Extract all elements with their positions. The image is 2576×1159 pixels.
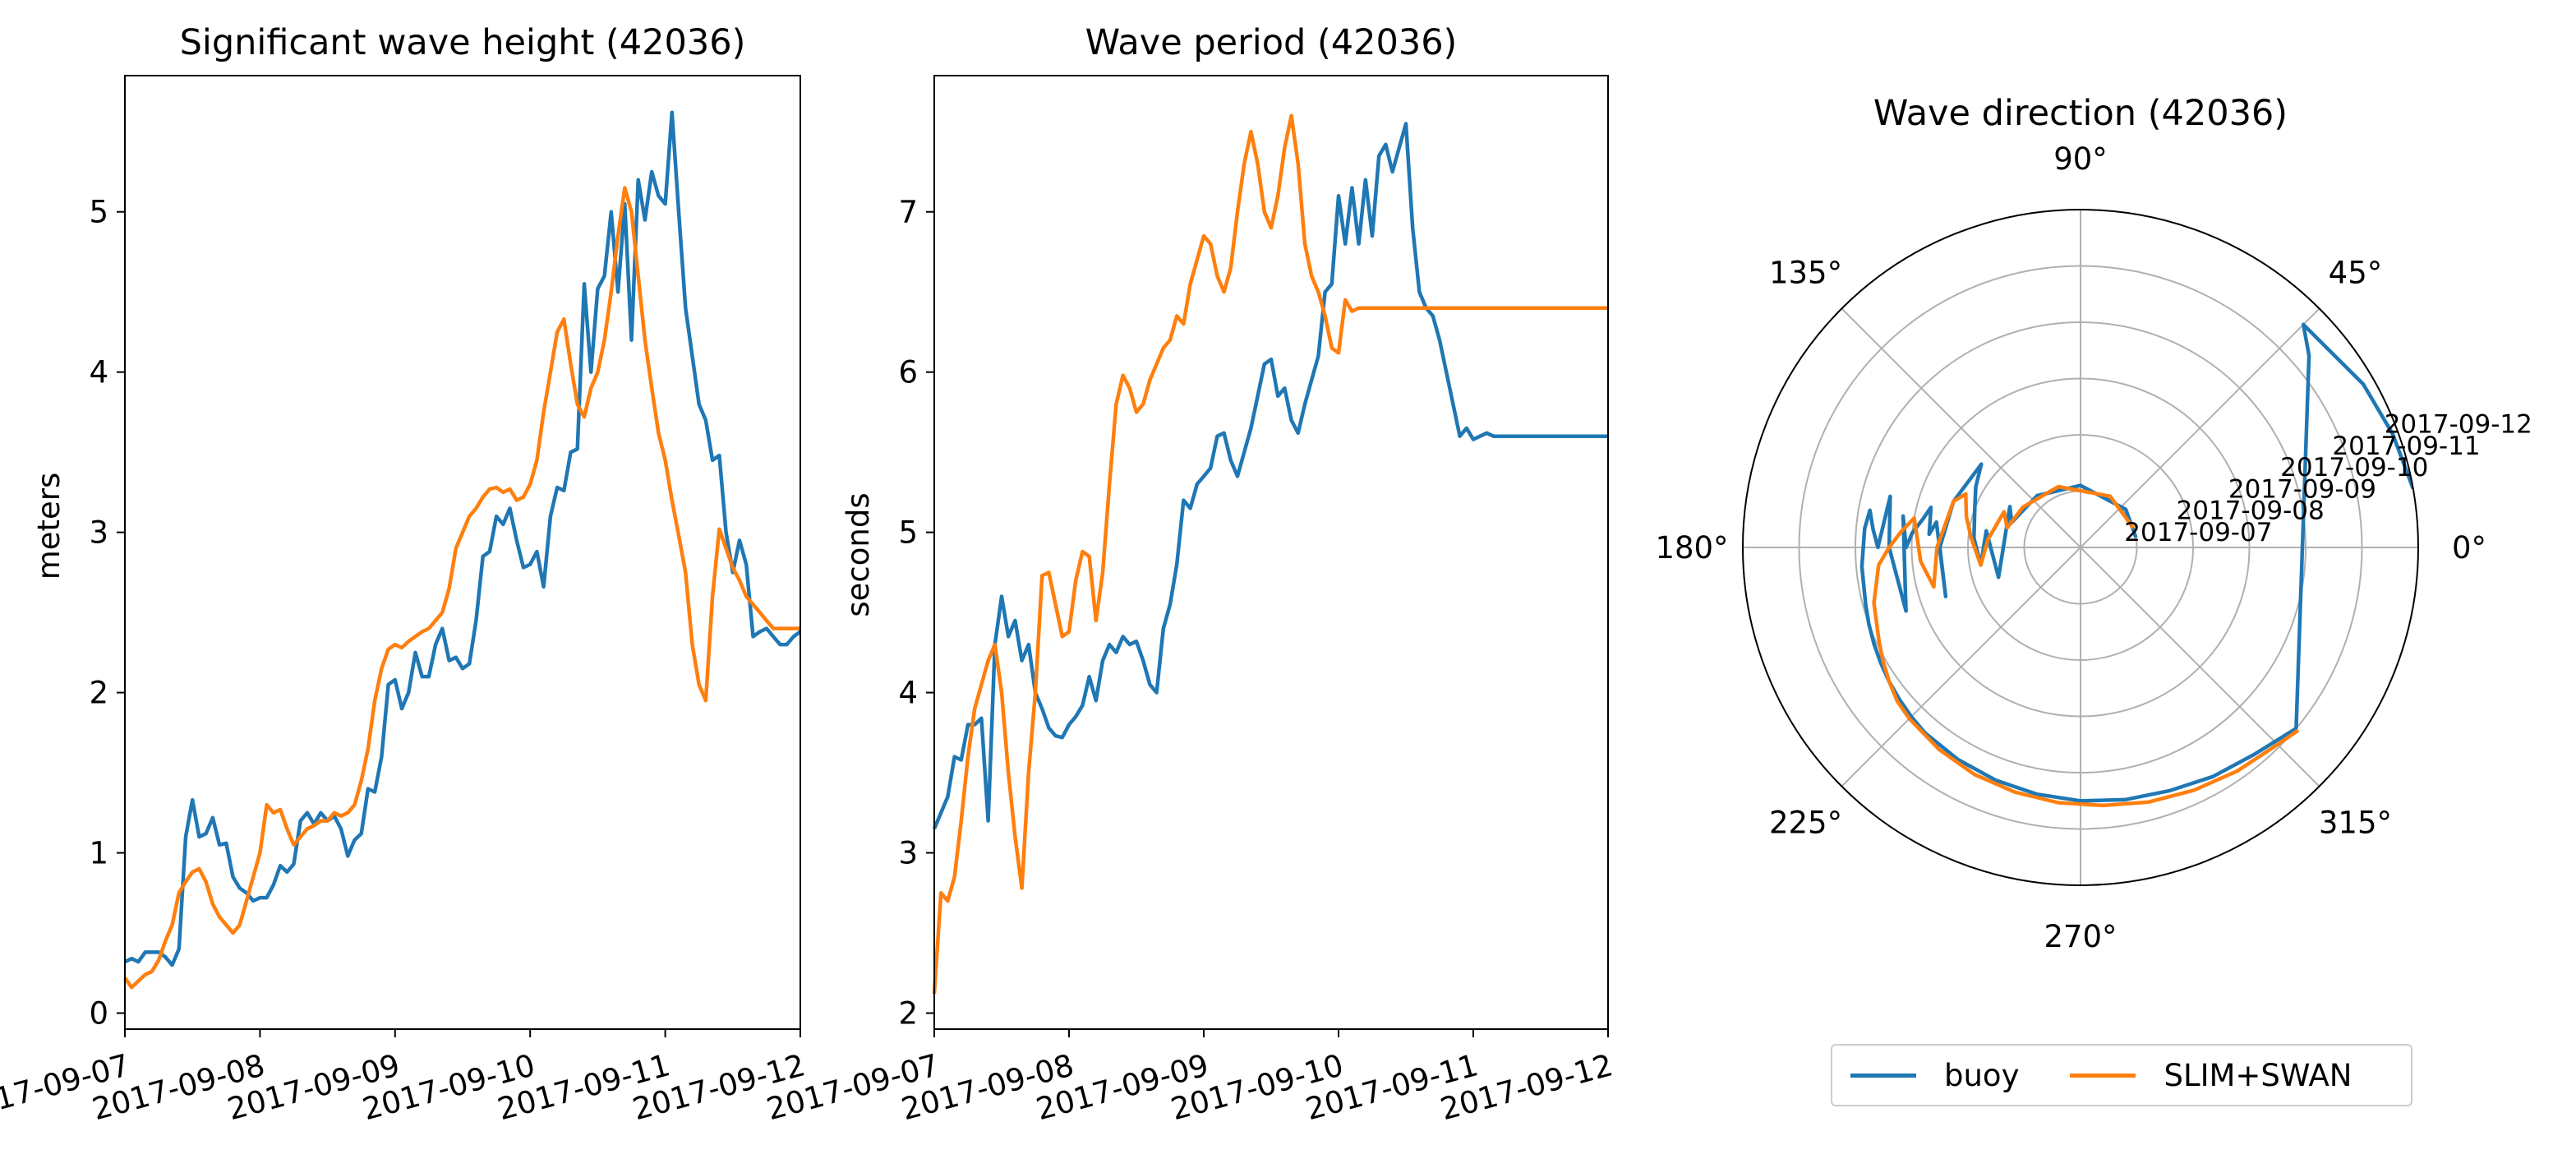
polar-radius-label: 2017-09-11 (2332, 432, 2480, 461)
legend-label-buoy: buoy (1944, 1057, 2020, 1093)
polar-series-slim-swan (1872, 484, 2300, 808)
p1-series-slim-swan (123, 186, 800, 990)
polar-grid-spoke (1841, 307, 2081, 548)
polar-series-buoy (1859, 322, 2415, 803)
p1-series-buoy (124, 110, 802, 967)
wave-direction-panel: Wave direction (42036) 0° 45° 90° 135° 180° 2… (1655, 93, 2532, 954)
legend-swatch-buoy (1850, 1073, 1916, 1078)
p2-ytick-label: 2 (898, 996, 918, 1032)
legend: buoy SLIM+SWAN (1831, 1044, 2412, 1106)
polar-angle-label: 225° (1769, 805, 1842, 840)
polar-radius-label: 2017-09-10 (2280, 453, 2428, 483)
polar-angle-label: 45° (2329, 256, 2383, 291)
wave-period-frame (933, 75, 1609, 1030)
wave-direction-title: Wave direction (42036) (1873, 93, 2288, 134)
polar-angle-label: 180° (1655, 530, 1728, 566)
wave-height-frame (124, 75, 801, 1030)
legend-item-slim-swan: SLIM+SWAN (2070, 1058, 2352, 1093)
p1-ytick-label: 3 (89, 515, 108, 551)
polar-radius-label: 2017-09-09 (2228, 474, 2376, 504)
polar-grid-spoke (1841, 547, 2081, 787)
p2-ytick-label: 4 (898, 676, 918, 711)
polar-angle-label: 135° (1769, 256, 1842, 291)
legend-swatch-slim-swan (2070, 1073, 2136, 1078)
polar-angle-label: 315° (2319, 805, 2392, 840)
polar-frame (1742, 209, 2419, 886)
p1-ytick-label: 0 (89, 996, 108, 1032)
polar-angle-label: 0° (2452, 530, 2486, 566)
p2-ytick-label: 6 (898, 355, 918, 390)
legend-item-buoy: buoy (1850, 1058, 2019, 1093)
p1-ytick-label: 4 (89, 355, 108, 390)
wave-height-panel: Significant wave height (42036) meters 0… (0, 22, 809, 1127)
p1-ytick-label: 2 (89, 676, 108, 711)
p1-ytick-label: 1 (89, 836, 108, 871)
wave-period-title: Wave period (42036) (1085, 22, 1458, 63)
legend-label-slim-swan: SLIM+SWAN (2164, 1057, 2353, 1093)
p2-series-buoy (932, 122, 1608, 830)
polar-angle-label: 270° (2044, 919, 2117, 954)
wave-height-ylabel: meters (31, 473, 67, 580)
p1-ytick-label: 5 (89, 195, 108, 230)
p2-ytick-label: 3 (898, 836, 918, 871)
wave-period-ylabel: seconds (841, 492, 876, 616)
polar-radius-label: 2017-09-08 (2177, 496, 2325, 526)
p2-ytick-label: 5 (898, 515, 918, 551)
polar-angle-label: 90° (2053, 141, 2108, 177)
p2-ytick-label: 7 (898, 195, 918, 230)
polar-radius-label: 2017-09-07 (2124, 518, 2272, 547)
p2-series-slim-swan (932, 113, 1608, 995)
polar-grid-spoke (2080, 547, 2320, 787)
wave-height-title: Significant wave height (42036) (180, 22, 746, 63)
polar-radius-label: 2017-09-12 (2385, 410, 2532, 440)
